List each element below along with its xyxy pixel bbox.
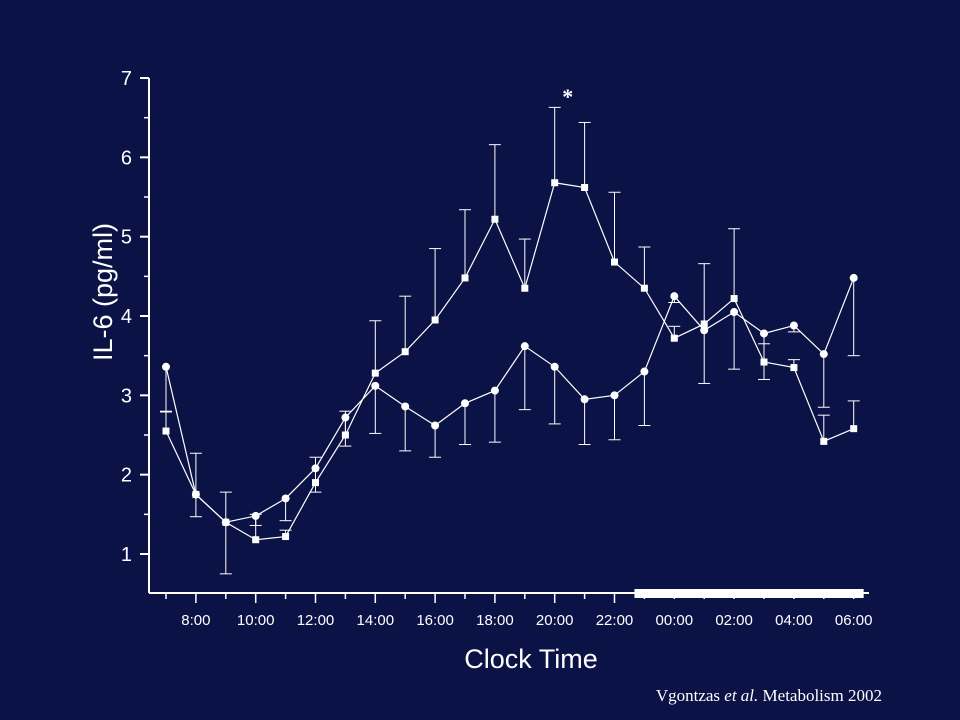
x-axis-label: Clock Time [464, 644, 598, 674]
significance-asterisk: * [562, 84, 573, 109]
data-point-circle [849, 273, 858, 282]
x-tick-label: 22:00 [596, 612, 634, 629]
y-tick-label: 7 [121, 68, 132, 90]
x-tick-label: 20:00 [536, 612, 574, 629]
series-line-square [165, 182, 854, 541]
data-point-circle [700, 326, 709, 335]
data-point-circle [431, 421, 440, 430]
x-tick-label: 14:00 [357, 612, 395, 629]
data-point-circle [580, 395, 589, 404]
x-tick-label: 12:00 [297, 612, 335, 629]
data-point-square [252, 536, 260, 544]
y-tick-label: 5 [121, 227, 132, 249]
x-tick-label: 8:00 [181, 612, 210, 629]
citation: Vgontzas et al. Metabolism 2002 [656, 686, 882, 706]
x-tick-label: 18:00 [476, 612, 514, 629]
data-point-circle [461, 399, 469, 408]
data-point-square [312, 479, 319, 487]
data-point-square [431, 316, 439, 324]
y-tick-label: 3 [121, 385, 132, 407]
data-point-square [640, 284, 648, 292]
data-point-square [760, 358, 768, 366]
data-point-circle [730, 308, 739, 317]
data-point-square [820, 437, 828, 445]
data-point-circle [341, 413, 350, 422]
data-point-circle [401, 402, 410, 411]
data-point-circle [520, 342, 529, 351]
data-point-square [611, 258, 618, 266]
data-point-circle [550, 362, 559, 371]
series-markers [162, 179, 858, 544]
y-tick-label: 1 [121, 544, 132, 566]
data-point-square [730, 295, 738, 303]
x-tick-label: 16:00 [416, 612, 454, 629]
citation-author: Vgontzas [655, 686, 721, 705]
data-point-circle [371, 381, 380, 390]
data-point-square [521, 284, 529, 292]
data-point-circle [162, 362, 170, 371]
x-tick-label: 06:00 [835, 612, 873, 629]
data-point-square [162, 427, 170, 435]
citation-journal: Metabolism 2002 [758, 686, 882, 705]
citation-etal: et al. [724, 686, 759, 705]
data-point-circle [221, 518, 230, 527]
data-point-square [491, 215, 499, 223]
data-point-circle [819, 350, 828, 359]
data-point-circle [281, 494, 290, 503]
x-tick-label: 04:00 [775, 612, 813, 629]
data-point-square [790, 364, 798, 372]
data-point-circle [640, 367, 649, 376]
error-bars [160, 106, 860, 575]
data-point-circle [610, 391, 619, 400]
sleep-period-bar [634, 589, 864, 598]
data-point-square [581, 183, 589, 191]
y-tick-label: 4 [121, 306, 132, 328]
axes [140, 77, 869, 603]
data-point-square [371, 369, 379, 377]
data-point-square [282, 533, 290, 541]
data-point-square [551, 179, 559, 187]
data-point-square [401, 348, 409, 356]
y-axis-label: IL-6 (pg/ml) [88, 223, 118, 361]
data-point-circle [789, 321, 798, 330]
x-tick-label: 00:00 [656, 612, 694, 629]
sleep-bar-layer [634, 589, 864, 598]
chart-labels: 1 2 3 4 5 6 7 8:00 10:00 12:00 14:00 16:00 18:00 20:0… [88, 68, 872, 674]
data-point-square [461, 274, 469, 282]
data-point-circle [191, 490, 200, 499]
y-tick-label: 6 [121, 147, 132, 169]
series-lines [165, 182, 855, 541]
data-point-circle [311, 464, 320, 473]
data-point-circle [490, 386, 499, 395]
data-point-square [700, 320, 708, 328]
data-point-circle [670, 292, 679, 301]
data-point-square [850, 425, 858, 433]
y-tick-label: 2 [121, 465, 132, 487]
series-line-circle [165, 277, 855, 523]
x-tick-label: 10:00 [237, 612, 275, 629]
data-point-circle [251, 511, 260, 520]
data-point-square [341, 431, 349, 439]
data-point-square [670, 334, 678, 342]
data-point-circle [760, 329, 768, 338]
x-tick-label: 02:00 [715, 612, 753, 629]
